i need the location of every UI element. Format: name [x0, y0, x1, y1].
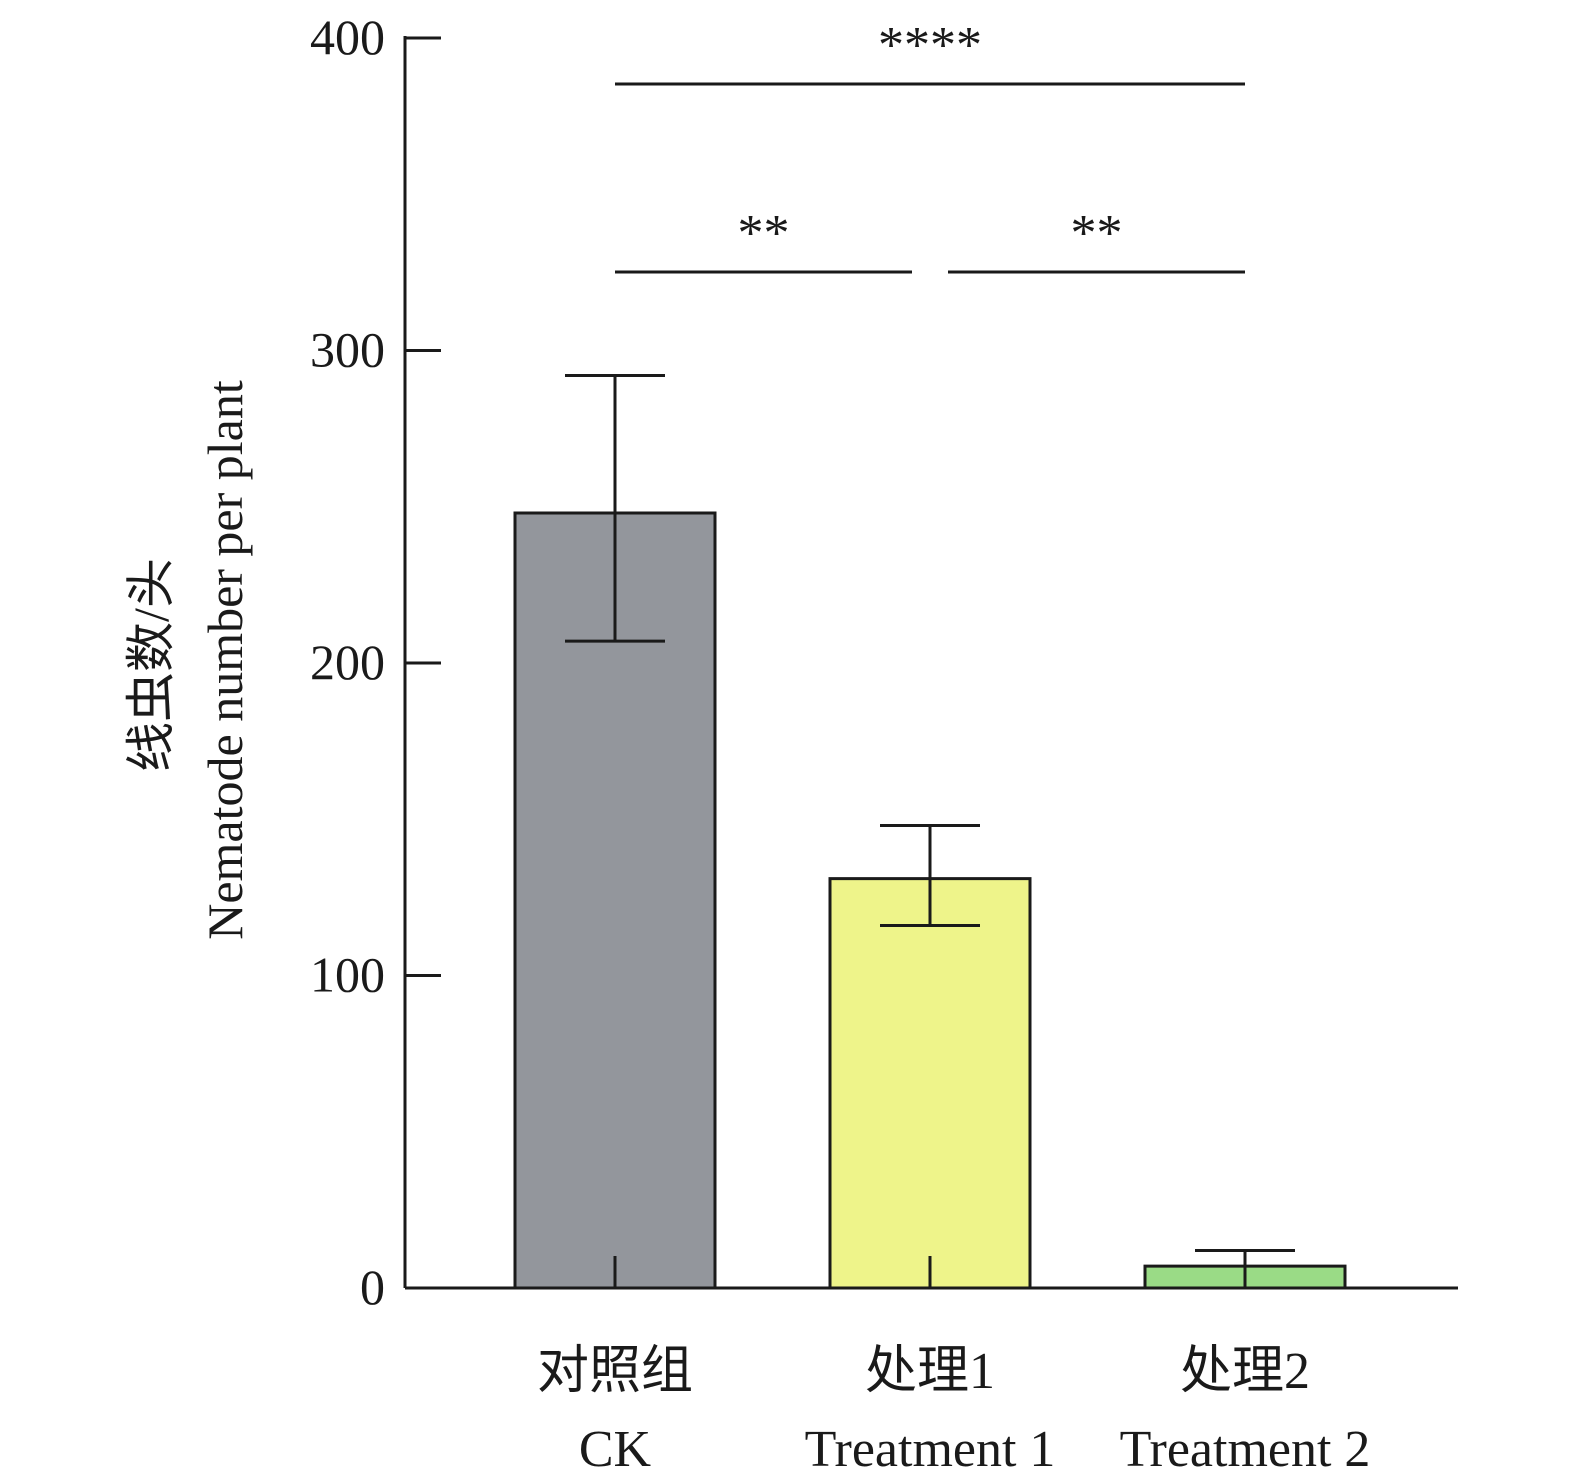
y-tick-label-2: 200	[310, 634, 385, 690]
y-tick-label-0: 0	[360, 1259, 385, 1315]
significance-label-2: **	[1071, 205, 1123, 262]
significance-layer: ****** **	[615, 17, 1245, 274]
category-label-en-2: Treatment 2	[1120, 1421, 1371, 1478]
category-label-en-1: Treatment 1	[805, 1421, 1056, 1478]
significance-label-0: ****	[878, 17, 982, 74]
category-label-cn-2: 处理2	[1180, 1343, 1310, 1400]
category-label-cn-0: 对照组	[537, 1343, 693, 1400]
category-label-cn-1: 处理1	[865, 1343, 995, 1400]
significance-label-1: **	[738, 205, 790, 262]
labels-layer: 对照组 CK 处理1 Treatment 1 处理2 Treatment 2	[537, 1343, 1370, 1478]
bar-1	[828, 877, 1032, 1290]
y-tick-label-4: 400	[310, 9, 385, 65]
error-bars-layer	[565, 374, 1295, 1267]
y-tick-label-1: 100	[310, 947, 385, 1003]
y-tick-label-3: 300	[310, 322, 385, 378]
category-label-en-0: CK	[579, 1421, 652, 1478]
y-axis-label-cn: 线虫数/头	[123, 558, 179, 772]
y-axis-label-en: Nematode number per plant	[197, 380, 253, 940]
axes-layer: 0 100 200 300 400	[310, 9, 1458, 1315]
